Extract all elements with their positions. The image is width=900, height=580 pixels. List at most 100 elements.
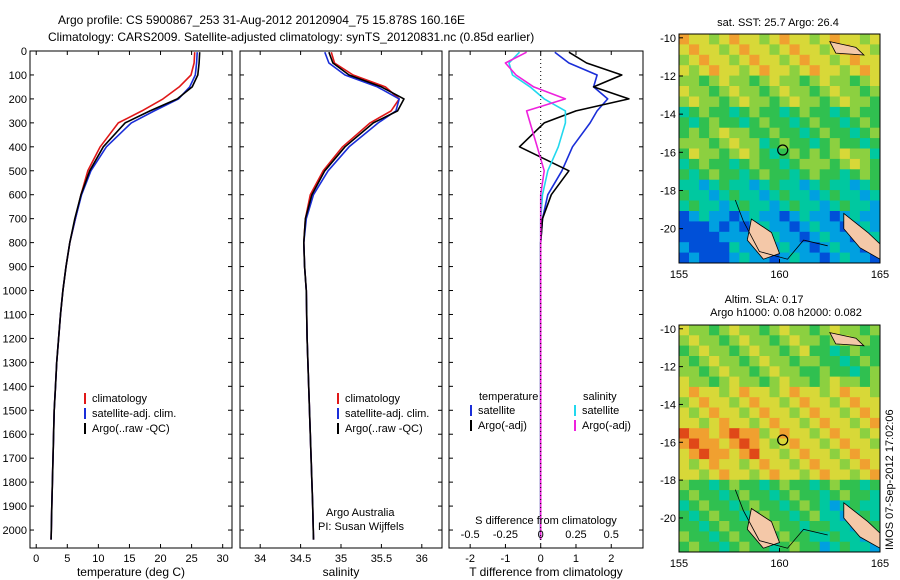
legend-label: satellite-adj. clim.	[345, 408, 429, 420]
map-cell	[709, 325, 720, 336]
x-axis-label: temperature (deg C)	[77, 565, 185, 579]
map-cell	[749, 75, 761, 87]
map-cell	[829, 521, 841, 532]
map-cell	[709, 190, 720, 202]
map-cell	[709, 127, 720, 139]
map-cell	[769, 75, 781, 87]
map-cell	[799, 242, 811, 254]
map-cell	[849, 428, 861, 440]
map-cell	[859, 438, 871, 450]
map-cell	[789, 44, 801, 56]
y-tick-label: 1400	[3, 381, 27, 393]
map-cell	[709, 428, 720, 440]
map-cell	[729, 335, 740, 347]
map-cell	[839, 376, 851, 388]
map-cell	[819, 335, 831, 347]
map-cell	[779, 366, 791, 378]
map-cell	[859, 490, 871, 501]
map-cell	[819, 44, 831, 56]
map-cell	[839, 148, 851, 160]
map-cell	[819, 490, 831, 501]
map-cell	[799, 138, 811, 150]
map-cell	[829, 366, 841, 378]
map-cell	[719, 65, 730, 77]
map-y-tick-label: -12	[660, 362, 676, 374]
map-title: sat. SST: 25.7 Argo: 26.4	[717, 17, 839, 29]
map-cell	[849, 252, 861, 263]
map-cell	[849, 397, 861, 409]
map-cell	[829, 65, 841, 77]
map-cell	[759, 190, 771, 202]
x-tick-label: 25	[185, 553, 197, 565]
map-cell	[719, 96, 730, 108]
series-line-sal_argo	[504, 51, 567, 540]
x-tick-label: 0	[33, 553, 39, 565]
map-cell	[719, 231, 730, 243]
map-cell	[699, 211, 710, 222]
map-cell	[679, 521, 690, 532]
map-cell	[859, 44, 871, 56]
map-cell	[769, 200, 781, 212]
top-tick-label: 0	[538, 529, 544, 541]
map-cell	[819, 169, 831, 181]
map-cell	[849, 148, 861, 160]
map-y-tick-label: -18	[660, 185, 676, 197]
map-cell	[809, 86, 821, 97]
map-cell	[809, 75, 821, 87]
map-cell	[769, 221, 781, 233]
map-cell	[689, 148, 700, 160]
imos-timestamp-label: IMOS 07-Sep-2012 17:02:06	[884, 409, 896, 550]
map-y-tick-label: -18	[660, 475, 676, 487]
map-cell	[829, 252, 841, 263]
map-cell	[789, 490, 801, 501]
map-cell	[679, 44, 690, 56]
map-cell	[699, 386, 710, 398]
top-tick-label: 0.25	[565, 529, 586, 541]
map-cell	[870, 397, 880, 409]
map-cell	[839, 242, 851, 254]
map-cell	[819, 190, 831, 202]
map-cell	[799, 211, 811, 222]
map-cell	[709, 386, 720, 398]
map-cell	[739, 325, 750, 336]
map-cell	[709, 490, 720, 501]
map-cell	[759, 459, 771, 470]
map-cell	[819, 397, 831, 409]
map-cell	[739, 335, 750, 347]
map-cell	[779, 541, 791, 552]
map-cell	[749, 158, 761, 170]
map-cell	[729, 407, 740, 419]
map-cell	[699, 531, 710, 543]
map-cell	[719, 448, 730, 460]
x-tick-label: 35	[335, 553, 347, 565]
map-cell	[709, 531, 720, 543]
map-cell	[849, 366, 861, 378]
map-cell	[719, 459, 730, 470]
map-cell	[789, 34, 801, 45]
map-cell	[789, 200, 801, 212]
map-cell	[699, 231, 710, 243]
map-cell	[709, 231, 720, 243]
map-cell	[839, 96, 851, 108]
map-cell	[709, 479, 720, 491]
map-cell	[829, 86, 841, 97]
map-cell	[870, 179, 880, 191]
map-cell	[679, 376, 690, 388]
legend-label: climatology	[92, 393, 148, 405]
map-cell	[679, 510, 690, 522]
map-cell	[679, 127, 690, 139]
y-tick-label: 1900	[3, 501, 27, 513]
map-cell	[679, 386, 690, 398]
map-cell	[829, 54, 841, 66]
map-cell	[759, 148, 771, 160]
map-cell	[769, 231, 781, 243]
x-tick-label: 36	[416, 553, 428, 565]
map-cell	[819, 500, 831, 512]
map-cell	[749, 469, 761, 481]
map-cell	[829, 106, 841, 118]
map-cell	[839, 86, 851, 97]
map-cell	[719, 221, 730, 233]
x-tick-label: 34.5	[290, 553, 311, 565]
map-cell	[749, 479, 761, 491]
map-cell	[729, 428, 740, 440]
